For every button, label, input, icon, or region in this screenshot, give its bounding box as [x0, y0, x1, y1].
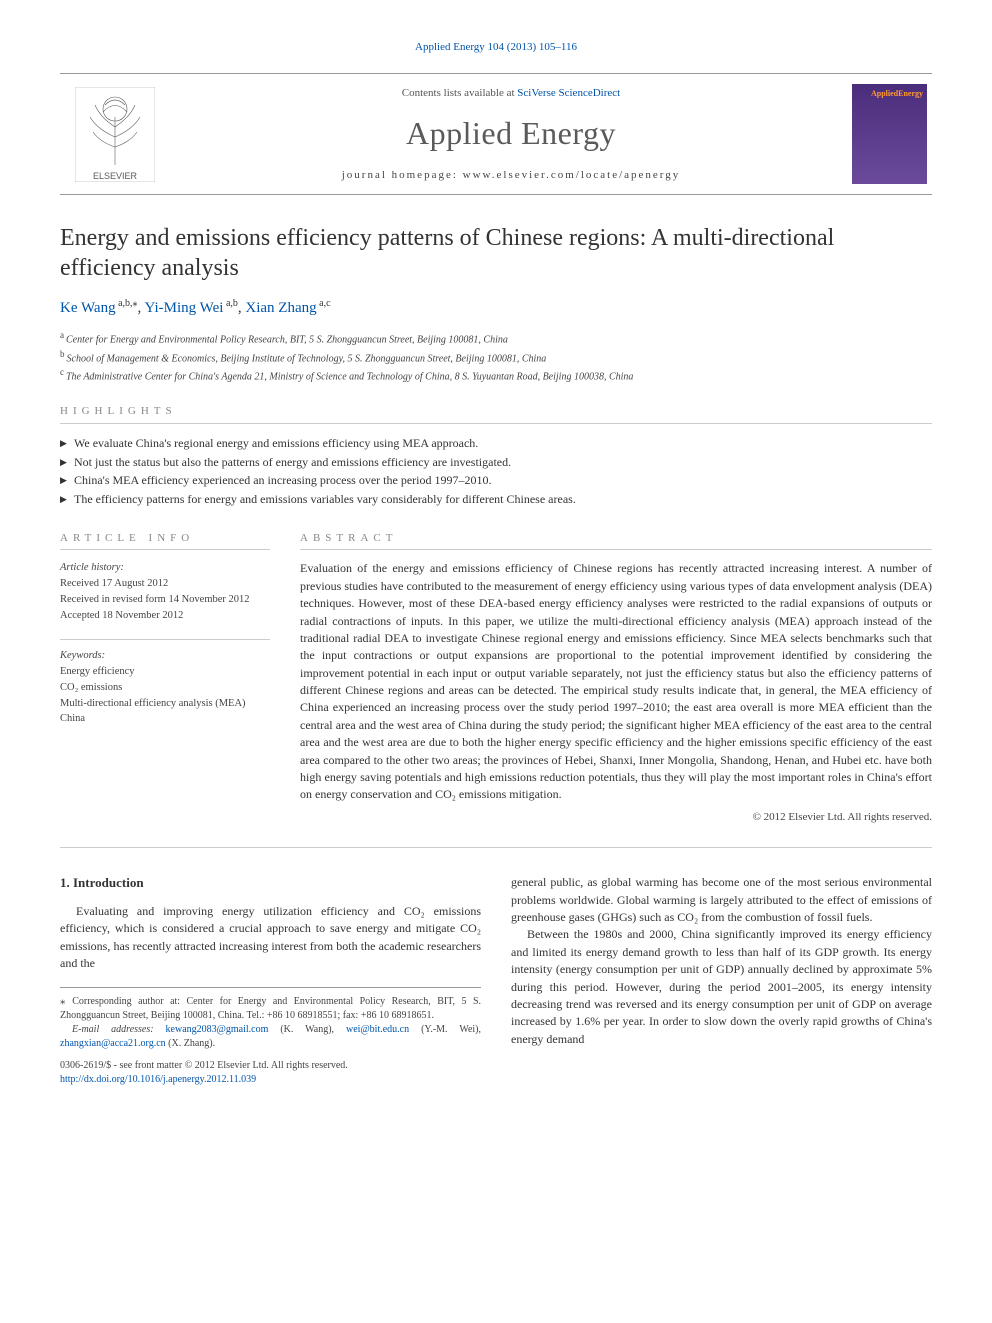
article-history: Article history: Received 17 August 2012…: [60, 560, 270, 623]
affiliation-text: School of Management & Economics, Beijin…: [67, 353, 547, 364]
affiliation-row: bSchool of Management & Economics, Beiji…: [60, 348, 932, 366]
email-link[interactable]: wei@bit.edu.cn: [334, 1024, 409, 1035]
contents-prefix: Contents lists available at: [402, 87, 517, 99]
history-header: Article history:: [60, 560, 270, 576]
received-date: Received 17 August 2012: [60, 576, 270, 592]
author: Yi-Ming Wei a,b: [145, 300, 238, 316]
masthead: ELSEVIER Contents lists available at Sci…: [60, 73, 932, 195]
author-affiliation-marks: a,b: [223, 298, 237, 309]
corresponding-text: Corresponding author at: Center for Ener…: [60, 996, 481, 1021]
highlights-section: HIGHLIGHTS We evaluate China's regional …: [60, 404, 932, 509]
author-name[interactable]: Xian Zhang: [245, 300, 316, 316]
homepage-url: www.elsevier.com/locate/apenergy: [463, 169, 681, 181]
keyword: Multi-directional efficiency analysis (M…: [60, 696, 270, 712]
keywords-block: Keywords: Energy efficiencyCO₂ emissions…: [60, 648, 270, 727]
affiliation-key: b: [60, 349, 65, 359]
body-para-2: general public, as global warming has be…: [511, 874, 932, 926]
author: Xian Zhang a,c: [245, 300, 330, 316]
email-owner: (Y.-M. Wei),: [409, 1024, 481, 1035]
abstract-col: ABSTRACT Evaluation of the energy and em…: [300, 531, 932, 825]
affiliations: aCenter for Energy and Environmental Pol…: [60, 329, 932, 384]
keyword: CO₂ emissions: [60, 680, 270, 696]
affiliation-row: cThe Administrative Center for China's A…: [60, 366, 932, 384]
info-abstract-row: ARTICLE INFO Article history: Received 1…: [60, 531, 932, 848]
article-title: Energy and emissions efficiency patterns…: [60, 223, 932, 283]
author-affiliation-marks: a,b,: [116, 298, 133, 309]
email-owner: (X. Zhang).: [166, 1038, 215, 1049]
author-name[interactable]: Yi-Ming Wei: [145, 300, 224, 316]
emails-label: E-mail addresses:: [72, 1024, 154, 1035]
email-link[interactable]: kewang2083@gmail.com: [166, 1024, 269, 1035]
abstract-copyright: © 2012 Elsevier Ltd. All rights reserved…: [300, 810, 932, 825]
email-link[interactable]: zhangxian@acca21.org.cn: [60, 1038, 166, 1049]
highlight-item: The efficiency patterns for energy and e…: [60, 490, 932, 509]
emails-line: E-mail addresses: kewang2083@gmail.com (…: [60, 1023, 481, 1051]
body-para-3: Between the 1980s and 2000, China signif…: [511, 926, 932, 1048]
author: Ke Wang a,b,⁎: [60, 300, 138, 316]
highlights-list: We evaluate China's regional energy and …: [60, 434, 932, 509]
section-title: Introduction: [73, 875, 144, 890]
affiliation-text: The Administrative Center for China's Ag…: [66, 371, 633, 382]
article-info-col: ARTICLE INFO Article history: Received 1…: [60, 531, 270, 825]
body-columns: 1. Introduction Evaluating and improving…: [60, 874, 932, 1087]
highlight-item: Not just the status but also the pattern…: [60, 453, 932, 472]
footnotes: ⁎ Corresponding author at: Center for En…: [60, 987, 481, 1087]
author-affiliation-marks: a,c: [317, 298, 331, 309]
doi-link[interactable]: http://dx.doi.org/10.1016/j.apenergy.201…: [60, 1074, 256, 1085]
elsevier-tree-icon: ELSEVIER: [75, 87, 155, 182]
citation-line: Applied Energy 104 (2013) 105–116: [60, 40, 932, 55]
keywords-header: Keywords:: [60, 648, 270, 664]
svg-text:ELSEVIER: ELSEVIER: [93, 171, 138, 181]
highlight-item: China's MEA efficiency experienced an in…: [60, 471, 932, 490]
section-heading: 1. Introduction: [60, 874, 481, 893]
cover-thumb: AppliedEnergy: [852, 84, 927, 184]
keyword: China: [60, 711, 270, 727]
citation-link[interactable]: Applied Energy 104 (2013) 105–116: [415, 41, 577, 53]
highlight-item: We evaluate China's regional energy and …: [60, 434, 932, 453]
homepage-label: journal homepage:: [342, 169, 463, 181]
doi-block: 0306-2619/$ - see front matter © 2012 El…: [60, 1059, 481, 1087]
publisher-logo: ELSEVIER: [60, 87, 170, 182]
accepted-date: Accepted 18 November 2012: [60, 608, 270, 624]
article-info-label: ARTICLE INFO: [60, 531, 270, 550]
info-divider: [60, 639, 270, 640]
affiliation-row: aCenter for Energy and Environmental Pol…: [60, 329, 932, 347]
highlights-label: HIGHLIGHTS: [60, 404, 932, 423]
keyword: Energy efficiency: [60, 664, 270, 680]
corresponding-star-icon: ⁎: [133, 298, 138, 309]
homepage-line: journal homepage: www.elsevier.com/locat…: [170, 168, 852, 183]
journal-name: Applied Energy: [170, 111, 852, 156]
body-para-1: Evaluating and improving energy utilizat…: [60, 903, 481, 973]
contents-line: Contents lists available at SciVerse Sci…: [170, 86, 852, 101]
journal-cover: AppliedEnergy: [852, 84, 932, 184]
affiliation-key: a: [60, 330, 64, 340]
author-list: Ke Wang a,b,⁎, Yi-Ming Wei a,b, Xian Zha…: [60, 297, 932, 319]
cover-title: AppliedEnergy: [856, 88, 923, 99]
keywords-list: Energy efficiencyCO₂ emissionsMulti-dire…: [60, 664, 270, 727]
abstract-text: Evaluation of the energy and emissions e…: [300, 560, 932, 803]
author-name[interactable]: Ke Wang: [60, 300, 116, 316]
issn-line: 0306-2619/$ - see front matter © 2012 El…: [60, 1059, 481, 1073]
star-icon: ⁎: [60, 995, 72, 1007]
corresponding-note: ⁎ Corresponding author at: Center for En…: [60, 994, 481, 1023]
abstract-label: ABSTRACT: [300, 531, 932, 550]
email-owner: (K. Wang),: [268, 1024, 334, 1035]
sciencedirect-link[interactable]: SciVerse ScienceDirect: [517, 87, 620, 99]
masthead-center: Contents lists available at SciVerse Sci…: [170, 86, 852, 184]
revised-date: Received in revised form 14 November 201…: [60, 592, 270, 608]
section-number: 1.: [60, 875, 70, 890]
affiliation-key: c: [60, 367, 64, 377]
affiliation-text: Center for Energy and Environmental Poli…: [66, 335, 508, 346]
